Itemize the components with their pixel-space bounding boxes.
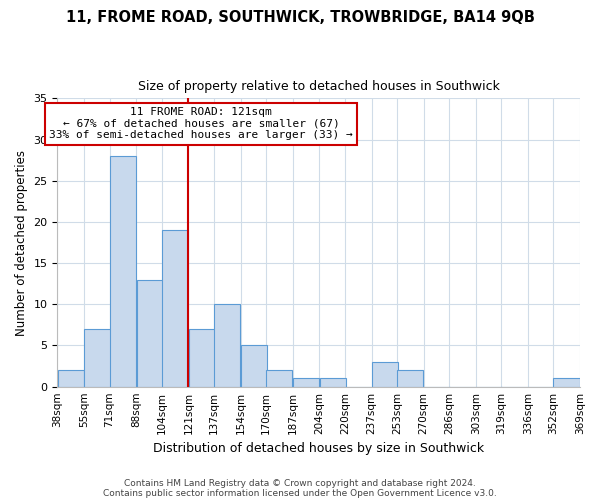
Text: 11, FROME ROAD, SOUTHWICK, TROWBRIDGE, BA14 9QB: 11, FROME ROAD, SOUTHWICK, TROWBRIDGE, B… [65, 10, 535, 25]
Bar [162, 230, 188, 386]
Bar [58, 370, 84, 386]
Text: 11 FROME ROAD: 121sqm
← 67% of detached houses are smaller (67)
33% of semi-deta: 11 FROME ROAD: 121sqm ← 67% of detached … [49, 107, 353, 140]
Bar [266, 370, 292, 386]
Bar [85, 329, 111, 386]
Y-axis label: Number of detached properties: Number of detached properties [15, 150, 28, 336]
Bar [320, 378, 346, 386]
Title: Size of property relative to detached houses in Southwick: Size of property relative to detached ho… [138, 80, 500, 93]
Bar [241, 346, 267, 387]
Bar [553, 378, 580, 386]
Bar [110, 156, 136, 386]
X-axis label: Distribution of detached houses by size in Southwick: Distribution of detached houses by size … [153, 442, 484, 455]
Bar [137, 280, 163, 386]
Text: Contains HM Land Registry data © Crown copyright and database right 2024.: Contains HM Land Registry data © Crown c… [124, 478, 476, 488]
Bar [188, 329, 215, 386]
Bar [372, 362, 398, 386]
Bar [214, 304, 241, 386]
Text: Contains public sector information licensed under the Open Government Licence v3: Contains public sector information licen… [103, 488, 497, 498]
Bar [397, 370, 424, 386]
Bar [293, 378, 319, 386]
